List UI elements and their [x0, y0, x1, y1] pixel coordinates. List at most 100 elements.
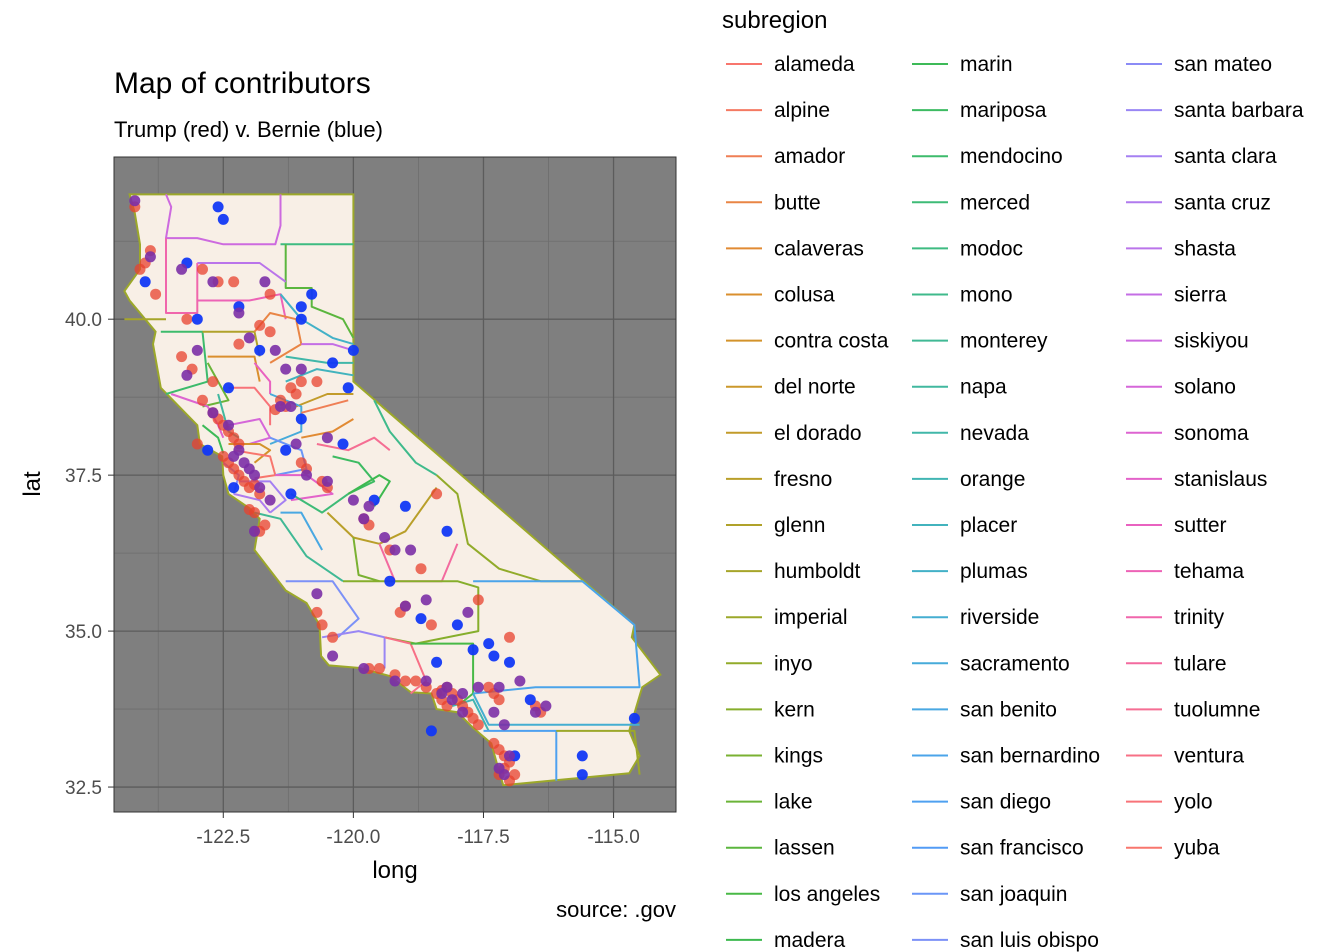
- bernie-point: [217, 213, 229, 225]
- county-boundary: [279, 293, 354, 346]
- legend-label: modoc: [960, 237, 1023, 260]
- legend-label: santa barbara: [1174, 99, 1304, 122]
- legend-label: nevada: [960, 422, 1029, 445]
- overlap-point: [207, 276, 219, 288]
- county-boundary: [301, 343, 354, 352]
- trump-point: [311, 376, 323, 388]
- overlap-point: [540, 700, 552, 712]
- legend-label: tehama: [1174, 560, 1244, 583]
- legend-label: butte: [774, 191, 821, 214]
- overlap-point: [259, 276, 271, 288]
- trump-point: [295, 376, 307, 388]
- legend-label: napa: [960, 376, 1007, 399]
- legend-label: humboldt: [774, 560, 861, 583]
- bernie-point: [576, 750, 588, 762]
- overlap-point: [347, 494, 359, 506]
- overlap-point: [249, 525, 260, 537]
- overlap-point: [530, 706, 541, 718]
- legend-label: tulare: [1174, 652, 1227, 675]
- legend-label: siskiyou: [1174, 330, 1249, 353]
- overlap-point: [358, 663, 370, 674]
- county-boundary: [410, 642, 475, 707]
- legend: alameda alpine amador butte calaveras colusa c…: [726, 53, 1304, 952]
- trump-point: [316, 619, 328, 631]
- county-boundary: [254, 511, 344, 583]
- overlap-point: [181, 369, 193, 381]
- legend-label: solano: [1174, 376, 1236, 399]
- county-boundary: [165, 238, 199, 314]
- legend-label: placer: [960, 514, 1017, 537]
- legend-label: stanislaus: [1174, 468, 1267, 491]
- county-boundary: [301, 418, 354, 439]
- county-boundary: [556, 729, 641, 775]
- bernie-point: [139, 276, 151, 288]
- overlap-point: [176, 263, 188, 275]
- overlap-point: [290, 438, 302, 450]
- trump-point: [181, 313, 193, 325]
- legend-label: kern: [774, 698, 815, 721]
- legend-label: riverside: [960, 606, 1039, 629]
- trump-point: [415, 563, 427, 575]
- bernie-point: [576, 769, 588, 781]
- county-boundary: [332, 455, 376, 495]
- trump-point: [228, 276, 240, 288]
- legend-label: san bernardino: [960, 745, 1100, 768]
- bernie-points: [139, 201, 640, 781]
- overlap-point: [144, 251, 156, 263]
- bernie-point: [347, 344, 359, 356]
- overlap-point: [504, 750, 515, 762]
- county-boundary: [233, 492, 271, 514]
- overlap-point: [280, 363, 292, 375]
- legend-label: fresno: [774, 468, 832, 491]
- legend-label: santa cruz: [1174, 191, 1271, 214]
- overlap-point: [457, 688, 469, 699]
- legend-label: colusa: [774, 284, 835, 307]
- overlap-point: [311, 588, 323, 600]
- overlap-point: [321, 475, 333, 487]
- bernie-point: [399, 500, 411, 512]
- bernie-point: [524, 694, 536, 706]
- bernie-point: [628, 712, 640, 724]
- y-axis: 32.5 35.0 37.5 40.0: [65, 310, 114, 799]
- bernie-point: [488, 650, 500, 662]
- trump-point: [373, 663, 385, 674]
- bernie-point: [483, 638, 495, 650]
- legend-label: del norte: [774, 376, 856, 399]
- legend-label: san diego: [960, 791, 1051, 814]
- overlap-point: [295, 363, 307, 375]
- legend-label: sutter: [1174, 514, 1227, 537]
- legend-label: san francisco: [960, 837, 1084, 860]
- legend-label: san luis obispo: [960, 929, 1099, 952]
- trump-point: [327, 631, 339, 643]
- trump-point: [254, 319, 266, 331]
- overlap-point: [223, 419, 234, 431]
- county-boundary: [295, 393, 354, 408]
- trump-point: [295, 457, 307, 469]
- overlap-point: [498, 719, 510, 731]
- legend-label: san mateo: [1174, 53, 1272, 76]
- bernie-point: [295, 301, 307, 313]
- overlap-point: [514, 675, 526, 687]
- trump-point: [197, 263, 208, 275]
- x-axis: -122.5 -120.0 -117.5 -115.0: [196, 812, 640, 848]
- y-tick-label: 37.5: [65, 466, 102, 487]
- trump-point: [399, 675, 411, 687]
- x-axis-label: long: [372, 857, 417, 884]
- trump-point: [472, 719, 484, 731]
- trump-point: [243, 504, 255, 515]
- overlap-point: [493, 681, 505, 693]
- overlap-point: [321, 432, 333, 444]
- x-tick-label: -120.0: [326, 827, 380, 848]
- trump-point: [259, 519, 271, 531]
- overlap-point: [399, 600, 411, 612]
- overlap-points: [129, 195, 552, 781]
- overlap-point: [436, 688, 448, 699]
- overlap-point: [254, 482, 266, 494]
- legend-label: el dorado: [774, 422, 862, 445]
- trump-point: [488, 737, 500, 749]
- bernie-point: [295, 313, 307, 325]
- trump-point: [150, 288, 162, 300]
- legend-label: mono: [960, 284, 1013, 307]
- county-boundary: [285, 580, 360, 639]
